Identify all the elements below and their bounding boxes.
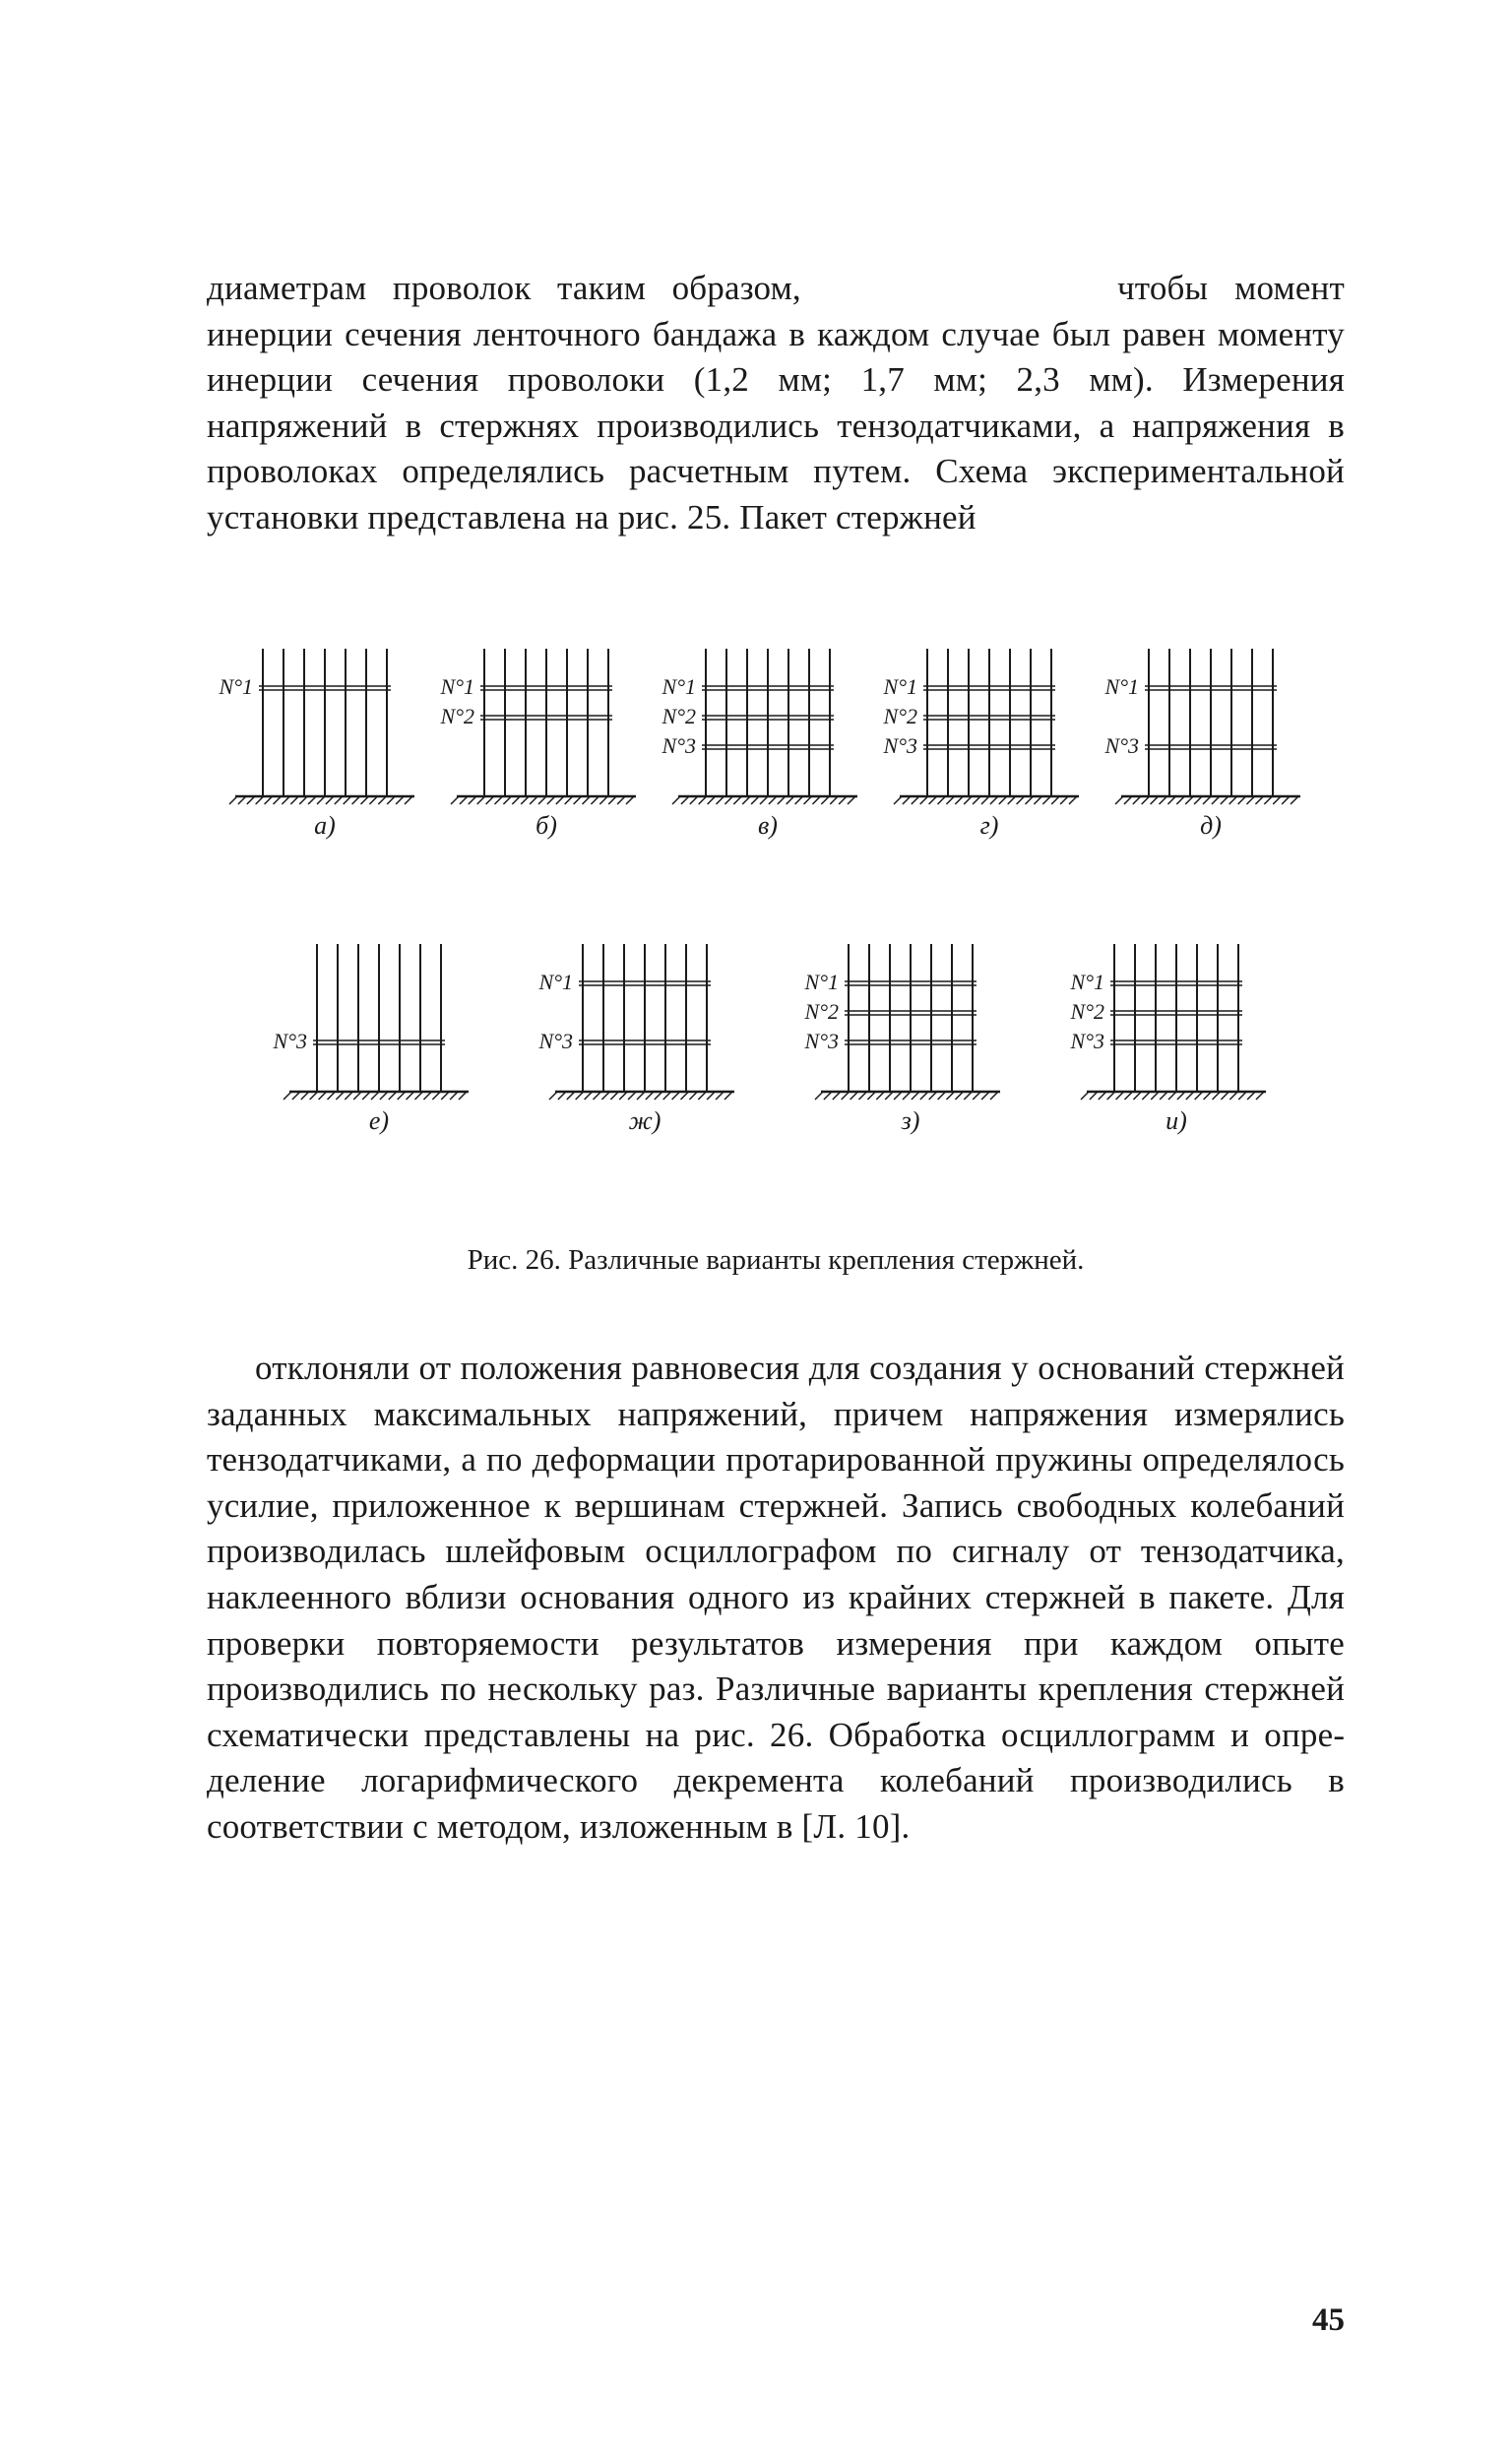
- svg-text:N°2: N°2: [1070, 999, 1104, 1024]
- figure-26-svg: N°1 а) N°1 N°2 б) N°1 N°2 N°3 в) N°1 N°2 N°3 г) N°1 N°…: [207, 585, 1329, 1215]
- svg-text:N°1: N°1: [804, 970, 839, 994]
- svg-text:N°1: N°1: [1104, 674, 1139, 699]
- svg-text:N°1: N°1: [883, 674, 917, 699]
- svg-text:N°3: N°3: [804, 1029, 839, 1053]
- para2-text: отклоняли от положения равновесия для со…: [207, 1349, 1345, 1845]
- svg-text:N°3: N°3: [538, 1029, 573, 1053]
- svg-text:N°3: N°3: [273, 1029, 307, 1053]
- svg-text:б): б): [536, 811, 557, 840]
- svg-text:ж): ж): [629, 1106, 662, 1135]
- svg-text:а): а): [314, 811, 336, 840]
- svg-text:N°2: N°2: [440, 704, 474, 728]
- svg-text:з): з): [901, 1106, 920, 1135]
- svg-text:е): е): [369, 1106, 389, 1135]
- svg-text:N°1: N°1: [440, 674, 474, 699]
- svg-text:N°1: N°1: [662, 674, 696, 699]
- svg-text:в): в): [758, 811, 778, 840]
- figure-26-caption: Рис. 26. Различные варианты крепления ст…: [207, 1244, 1345, 1277]
- svg-text:N°3: N°3: [1104, 733, 1139, 758]
- svg-text:и): и): [1166, 1106, 1187, 1135]
- svg-text:N°1: N°1: [538, 970, 573, 994]
- svg-text:N°3: N°3: [662, 733, 696, 758]
- svg-text:N°1: N°1: [219, 674, 253, 699]
- svg-text:N°3: N°3: [883, 733, 917, 758]
- para1-line1-tail: чтобы момент: [1117, 266, 1345, 312]
- figure-26: N°1 а) N°1 N°2 б) N°1 N°2 N°3 в) N°1 N°2 N°3 г) N°1 N°…: [207, 585, 1345, 1277]
- svg-text:N°2: N°2: [883, 704, 917, 728]
- paragraph-2: отклоняли от положения равновесия для со…: [207, 1346, 1345, 1850]
- svg-text:N°2: N°2: [662, 704, 696, 728]
- svg-text:г): г): [980, 811, 999, 840]
- svg-text:N°3: N°3: [1070, 1029, 1104, 1053]
- scanned-page: диаметрам проволок таким образом, чтобы …: [0, 0, 1512, 2457]
- page-number: 45: [1312, 2302, 1345, 2339]
- para1-rest: инерции сечения ленточного бандажа в каж…: [207, 315, 1345, 536]
- svg-text:N°2: N°2: [804, 999, 839, 1024]
- svg-text:N°1: N°1: [1070, 970, 1104, 994]
- svg-text:д): д): [1200, 811, 1222, 840]
- para1-line1-pre: диаметрам проволок таким образом,: [207, 269, 801, 307]
- paragraph-1: диаметрам проволок таким образом, чтобы …: [207, 266, 1345, 540]
